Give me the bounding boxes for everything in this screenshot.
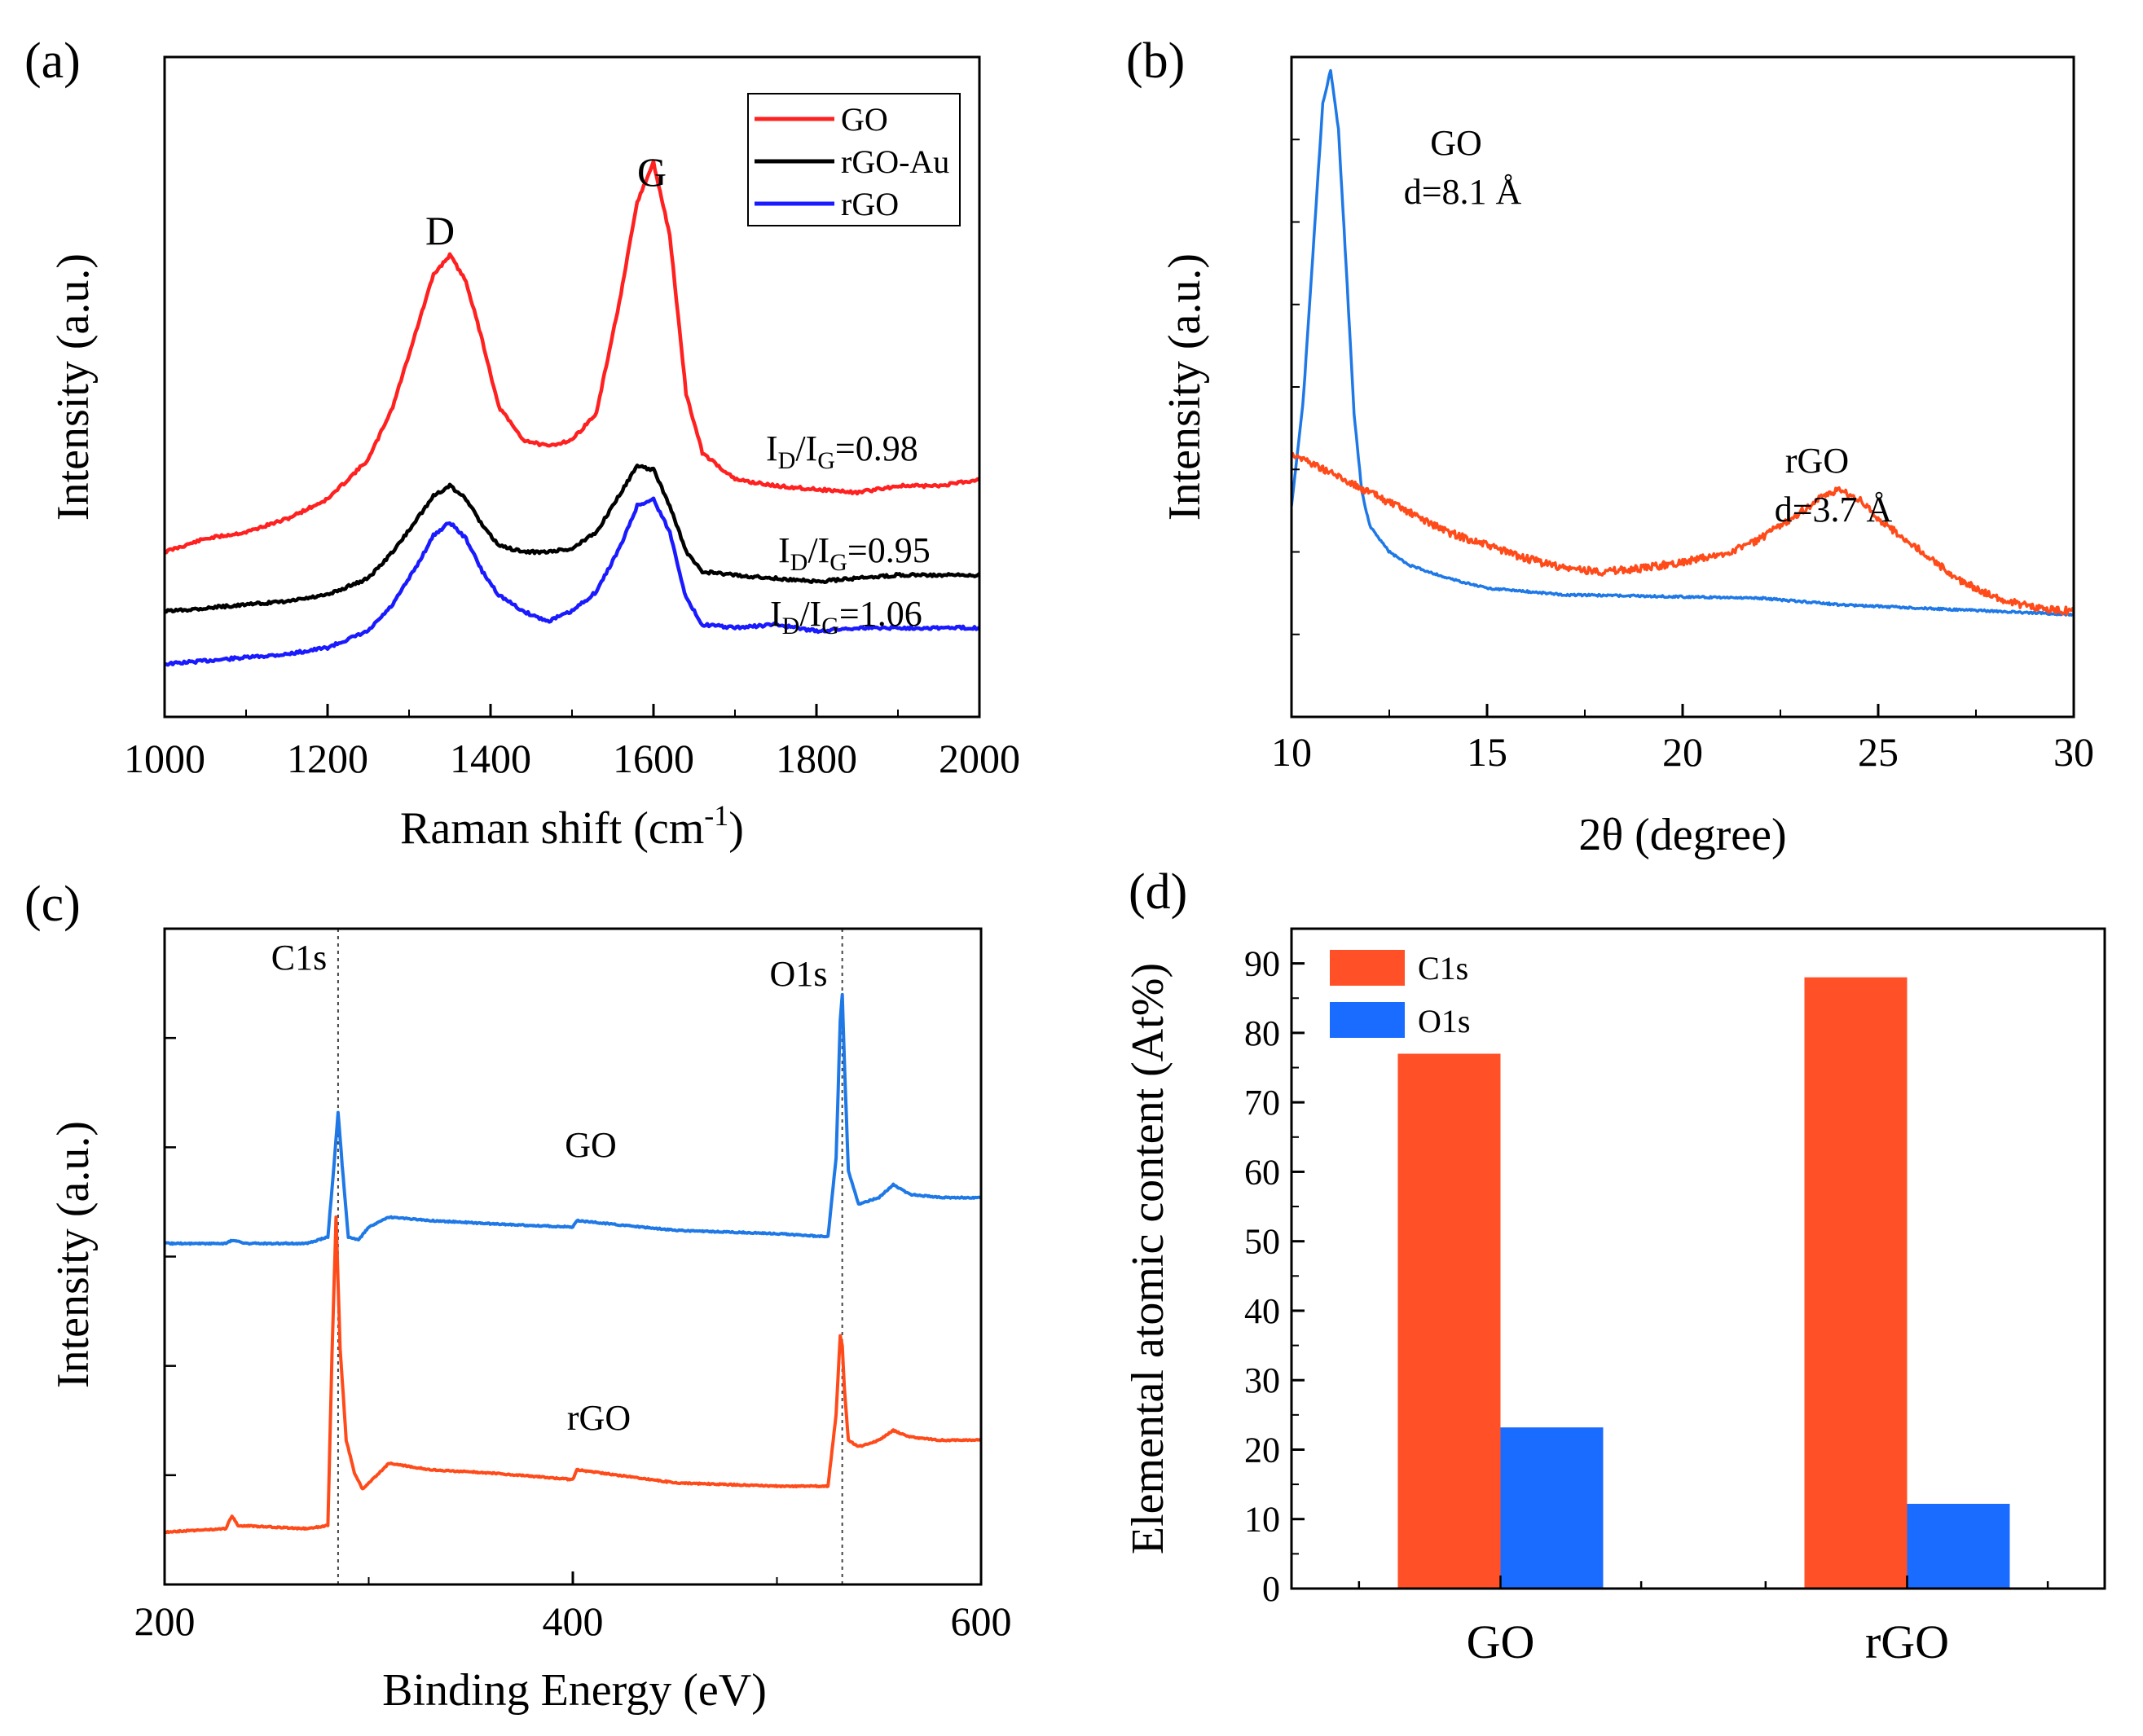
- panel-b-label: (b): [1126, 33, 1185, 89]
- panel-c: (c) 200 400 600 C1s O1s GO rGO Binding Ene…: [24, 877, 1012, 1716]
- panel-d-y-tick-label: 30: [1244, 1360, 1280, 1400]
- panel-b-frame: [1290, 55, 2075, 719]
- panel-a-legend-label-rgo: rGO: [841, 186, 899, 222]
- panel-a-ratio-rgo-au: ID/IG=0.95: [778, 530, 931, 576]
- panel-a-peak-d: D: [425, 208, 455, 253]
- panel-d-y-tick-label: 90: [1244, 944, 1280, 984]
- panel-a-x-tick-label: 2000: [939, 736, 1020, 781]
- panel-c-plot-area: [165, 929, 981, 1584]
- panel-a-y-title: Intensity (a.u.): [48, 253, 99, 521]
- panel-b-x-title: 2θ (degree): [1578, 810, 1786, 860]
- panel-d-bar-o1s-rgo: [1907, 1503, 2010, 1589]
- panel-a-x-tick-label: 1600: [613, 736, 694, 781]
- panel-a-legend-label-go: GO: [841, 101, 888, 138]
- panel-a-ratio-go: ID/IG=0.98: [766, 429, 918, 474]
- panel-d-y-tick-label: 70: [1244, 1083, 1280, 1123]
- panel-b-x-tick-label: 15: [1467, 729, 1507, 775]
- panel-d-y-tick-label: 80: [1244, 1013, 1280, 1053]
- panel-c-label: (c): [24, 877, 81, 932]
- panel-a-x-tick-label: 1000: [124, 736, 205, 781]
- panel-a-x-tick-label: 1800: [776, 736, 857, 781]
- panel-a-legend-label-rgo-au: rGO-Au: [841, 143, 949, 180]
- panel-d: (d) 0 10 20 30 40 50 60 70 80 90 GO rGO C1s O1s Ele…: [1123, 864, 2106, 1668]
- panel-a-x-tick-label: 1400: [450, 736, 531, 781]
- panel-d-y-tick-label: 40: [1244, 1291, 1280, 1331]
- panel-d-legend-label-c1s: C1s: [1418, 950, 1468, 987]
- panel-c-x-tick-label: 200: [134, 1598, 196, 1644]
- panel-a-x-axis: 1000 1200 1400 1600 1800 2000: [124, 704, 1020, 781]
- panel-d-legend-swatch-c1s: [1330, 950, 1405, 986]
- panel-d-legend: C1s O1s: [1330, 950, 1470, 1039]
- panel-b-series-rgo: [1292, 451, 2074, 616]
- panel-d-legend-swatch-o1s: [1330, 1002, 1405, 1038]
- panel-b-x-tick-label: 20: [1662, 729, 1703, 775]
- panel-b-y-title: Intensity (a.u.): [1160, 253, 1210, 521]
- panel-d-bar-c1s-rgo: [1804, 977, 1908, 1589]
- panel-d-bar-o1s-go: [1500, 1427, 1604, 1589]
- panel-d-label: (d): [1129, 864, 1187, 920]
- panel-d-frame: [1290, 927, 2106, 1590]
- panel-a-legend: GO rGO-Au rGO: [747, 93, 961, 226]
- panel-c-series-rgo: [165, 1215, 981, 1535]
- panel-a-x-tick-label: 1200: [287, 736, 368, 781]
- panel-b-x-tick-label: 10: [1271, 729, 1312, 775]
- panel-b-annot-go-name: GO: [1430, 123, 1482, 163]
- panel-c-y-title: Intensity (a.u.): [48, 1121, 99, 1388]
- panel-c-x-title: Binding Energy (eV): [382, 1665, 767, 1716]
- panel-d-y-tick-label: 20: [1244, 1430, 1280, 1470]
- panel-d-category-label: rGO: [1865, 1615, 1949, 1668]
- panel-b-plot-area: [1292, 68, 2074, 617]
- panel-b-annot-rgo-d: d=3.7 Å: [1775, 490, 1893, 530]
- panel-d-y-tick-label: 60: [1244, 1152, 1280, 1192]
- panel-b-series-go: [1292, 68, 2074, 617]
- panel-d-legend-label-o1s: O1s: [1418, 1003, 1470, 1039]
- panel-c-x-axis: 200 400 600: [134, 1036, 1012, 1644]
- panel-c-series-go: GO: [565, 1125, 617, 1165]
- panel-a-plot-area: [165, 159, 979, 667]
- panel-a-ratio-rgo: ID/IG=1.06: [770, 594, 922, 639]
- panel-c-series-go: [165, 992, 981, 1246]
- panel-c-frame: [163, 927, 983, 1586]
- panel-a-x-title: Raman shift (cm-1): [400, 799, 744, 854]
- panel-d-y-axis: 0 10 20 30 40 50 60 70 80 90 GO rGO: [1244, 944, 2049, 1668]
- panel-c-series-rgo: rGO: [567, 1398, 631, 1438]
- panel-d-plot-area: [1397, 977, 2010, 1589]
- panel-a-peak-g: G: [637, 149, 667, 195]
- panel-d-y-tick-label: 0: [1262, 1569, 1280, 1609]
- panel-b: (b) 10 15 20 25 30 GO d=8.1 Å rGO d=3.7 Å 2θ…: [1126, 33, 2094, 860]
- panel-d-y-tick-label: 50: [1244, 1222, 1280, 1262]
- panel-a: (a) 1000 1200 1400 1600 1800 2000 D G GO rGO-…: [24, 33, 1020, 854]
- panel-d-bar-c1s-go: [1397, 1053, 1501, 1589]
- panel-c-x-tick-label: 400: [543, 1598, 604, 1644]
- panel-b-annot-go-d: d=8.1 Å: [1404, 172, 1522, 212]
- panel-d-y-tick-label: 10: [1244, 1500, 1280, 1540]
- panel-a-series-go: [165, 159, 979, 555]
- panel-b-x-tick-label: 30: [2053, 729, 2094, 775]
- panel-b-x-axis: 10 15 20 25 30: [1271, 138, 2094, 775]
- panel-a-series-rgo-au: [165, 464, 979, 614]
- panel-a-series-rgo: [165, 496, 979, 667]
- panel-b-annot-rgo-name: rGO: [1785, 441, 1849, 481]
- panel-c-x-tick-label: 600: [951, 1598, 1012, 1644]
- panel-c-peak-o1s: O1s: [770, 954, 828, 994]
- panel-d-category-label: GO: [1467, 1615, 1535, 1668]
- panel-d-y-title: Elemental atomic content (At%): [1123, 963, 1173, 1554]
- panel-b-x-tick-label: 25: [1858, 729, 1899, 775]
- panel-a-label: (a): [24, 33, 81, 89]
- panel-c-peak-c1s: C1s: [271, 938, 327, 978]
